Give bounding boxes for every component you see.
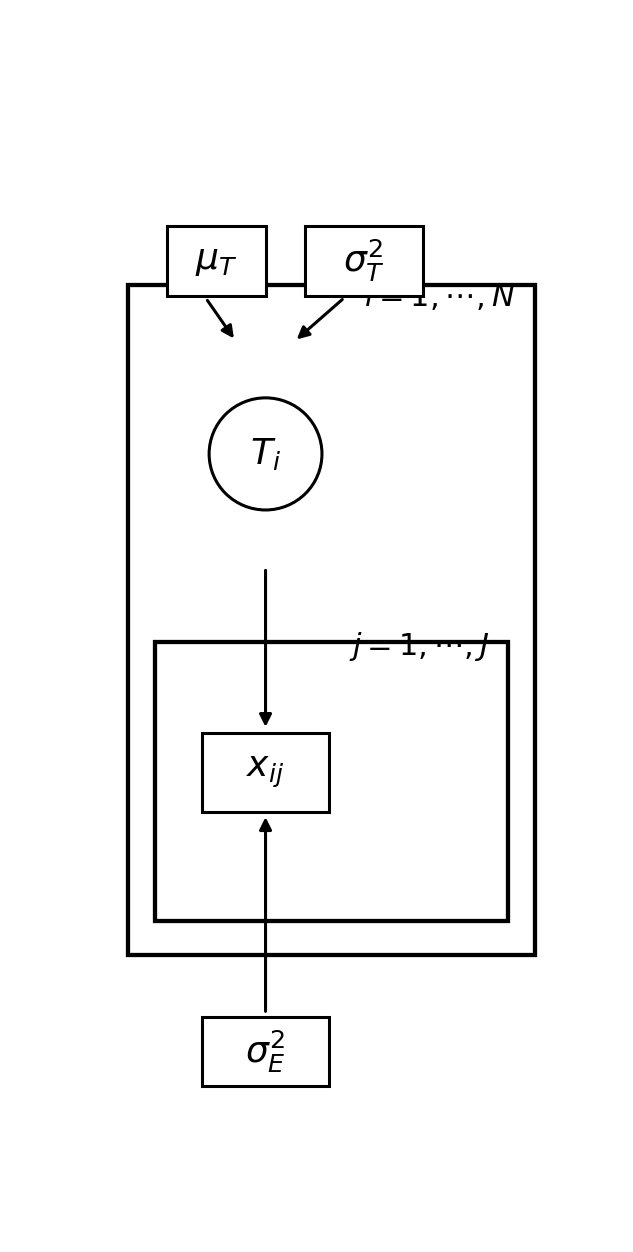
Text: $j = 1, \cdots, J$: $j = 1, \cdots, J$	[349, 630, 489, 664]
Bar	[128, 285, 536, 955]
Bar	[167, 227, 266, 295]
Ellipse shape	[209, 398, 322, 510]
Bar	[155, 642, 508, 921]
Text: $\sigma_E^2$: $\sigma_E^2$	[245, 1028, 286, 1074]
Bar	[304, 227, 423, 295]
Text: $i = 1, \cdots, N$: $i = 1, \cdots, N$	[363, 282, 515, 312]
Bar	[202, 732, 329, 811]
Bar	[202, 1017, 329, 1087]
Text: $\sigma_T^2$: $\sigma_T^2$	[342, 238, 385, 284]
Text: $T_i$: $T_i$	[250, 436, 281, 472]
Text: $x_{ij}$: $x_{ij}$	[246, 755, 285, 790]
Text: $\mu_T$: $\mu_T$	[195, 244, 238, 278]
